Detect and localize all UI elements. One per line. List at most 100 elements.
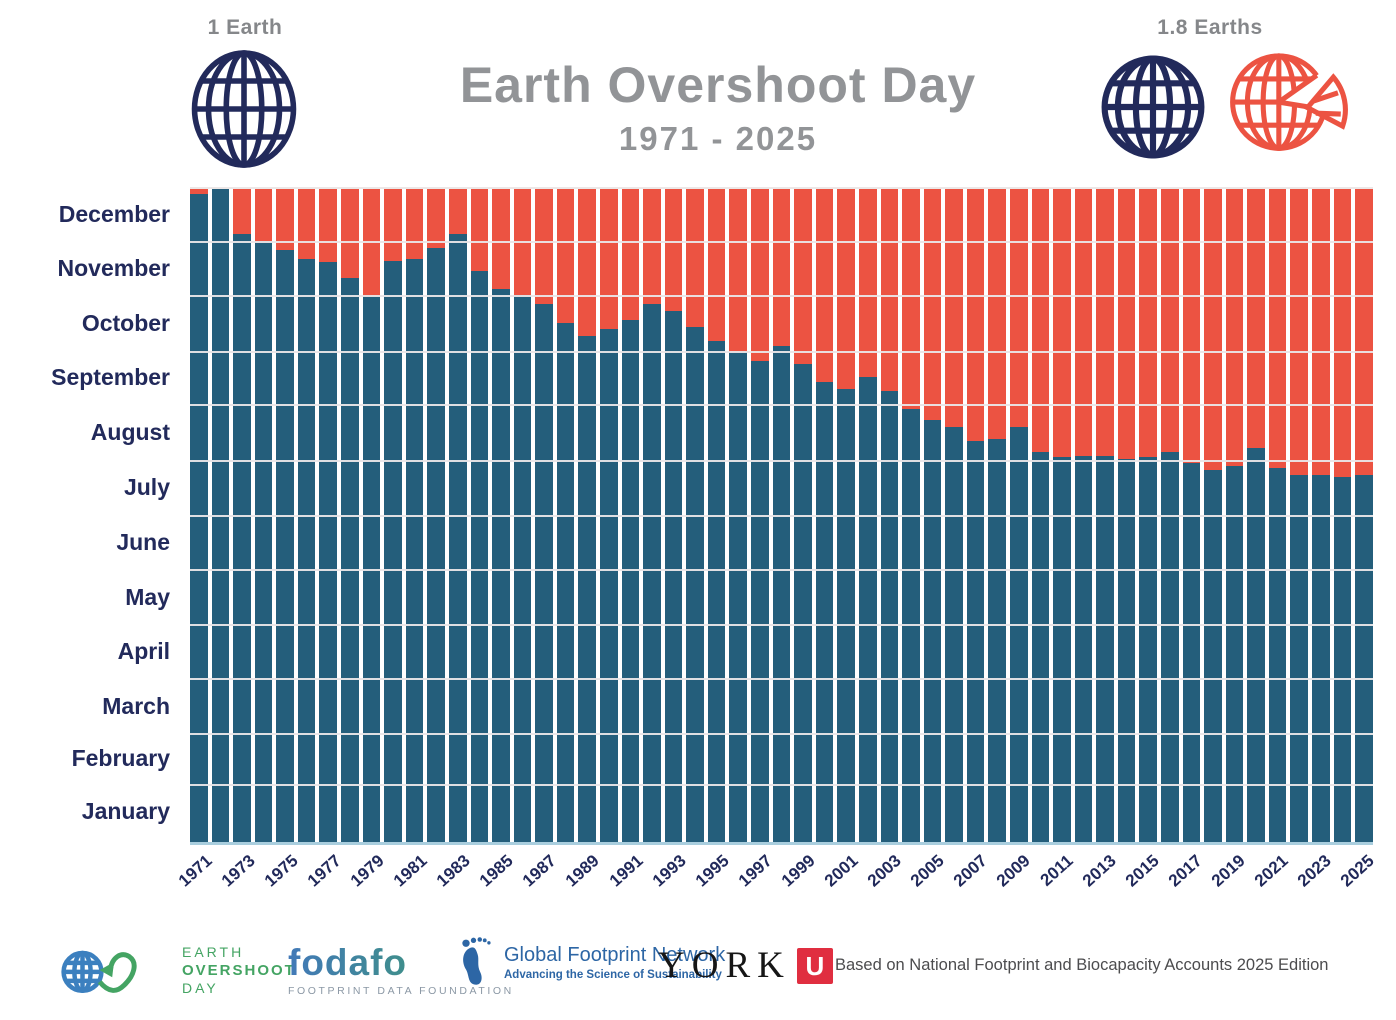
month-label-august: August <box>90 418 170 445</box>
bar-fill-2012 <box>1074 455 1093 842</box>
bar-1975 <box>276 189 294 842</box>
bar-fill-2005 <box>923 419 942 842</box>
bar-fill-1976 <box>297 258 316 842</box>
year-label-2023: 2023 <box>1293 851 1335 891</box>
year-label-2013: 2013 <box>1078 851 1120 891</box>
bar-fill-2014 <box>1117 459 1136 842</box>
global-footprint-network-logo: Global Footprint Network Advancing the S… <box>456 930 725 994</box>
year-label-1991: 1991 <box>605 851 647 891</box>
bar-fill-1997 <box>751 360 769 842</box>
year-label-1975: 1975 <box>261 851 303 891</box>
bar-2012 <box>1074 189 1093 842</box>
bar-1984 <box>470 189 489 842</box>
month-label-march: March <box>102 692 170 719</box>
bar-fill-2000 <box>815 382 834 842</box>
month-label-february: February <box>71 745 170 772</box>
year-label-2005: 2005 <box>906 851 948 891</box>
attribution-text: Based on National Footprint and Biocapac… <box>835 956 1329 974</box>
bar-fill-2004 <box>902 409 920 842</box>
bar-1972 <box>211 189 230 842</box>
year-label-2003: 2003 <box>863 851 905 891</box>
bar-fill-2018 <box>1204 469 1222 842</box>
year-label-1979: 1979 <box>347 851 389 891</box>
york-wordmark: YORK <box>658 945 791 986</box>
bar-1974 <box>254 189 273 842</box>
bar-fill-1983 <box>448 233 467 842</box>
year-label-1973: 1973 <box>218 851 260 891</box>
bar-fill-2021 <box>1268 468 1287 842</box>
year-label-1993: 1993 <box>648 851 690 891</box>
bar-1997 <box>751 189 769 842</box>
bar-1987 <box>535 189 553 842</box>
bar-1994 <box>686 189 704 842</box>
bar-1996 <box>729 189 748 842</box>
bar-fill-1987 <box>535 303 553 842</box>
bar-fill-2010 <box>1031 452 1050 842</box>
bar-1985 <box>492 189 510 842</box>
bar-fill-2022 <box>1290 475 1309 842</box>
bar-fill-2011 <box>1053 457 1071 842</box>
bar-fill-1998 <box>772 346 791 842</box>
bar-1998 <box>772 189 791 842</box>
month-label-april: April <box>117 638 170 665</box>
bar-2000 <box>815 189 834 842</box>
bar-fill-1975 <box>276 249 294 842</box>
bar-fill-1972 <box>211 189 230 842</box>
bar-2013 <box>1096 189 1114 842</box>
x-axis-year-labels: 1971 1973 1975 1977 1979 1981 1983 1985 1987 1989… <box>175 845 1377 915</box>
year-label-1981: 1981 <box>390 851 432 891</box>
bar-2018 <box>1204 189 1222 842</box>
bar-2021 <box>1268 189 1287 842</box>
bar-fill-1980 <box>384 260 402 842</box>
eod-globe-infinity-icon <box>61 950 137 994</box>
year-label-1985: 1985 <box>476 851 518 891</box>
bar-fill-1982 <box>427 248 445 842</box>
bar-fill-2019 <box>1225 466 1244 842</box>
year-label-2017: 2017 <box>1164 851 1206 891</box>
bar-fill-2023 <box>1312 475 1330 842</box>
bar-1979 <box>362 189 381 842</box>
bar-1980 <box>384 189 402 842</box>
month-label-january: January <box>81 798 170 825</box>
bar-2002 <box>858 189 877 842</box>
month-label-july: July <box>123 474 170 501</box>
page-title: Earth Overshoot Day <box>459 57 977 113</box>
month-label-october: October <box>81 309 170 336</box>
bar-2023 <box>1312 189 1330 842</box>
bar-fill-1993 <box>664 310 683 842</box>
bar-2022 <box>1290 189 1309 842</box>
footprint-icon <box>462 937 491 985</box>
month-label-september: September <box>51 364 170 391</box>
year-label-2019: 2019 <box>1207 851 1249 891</box>
bar-1986 <box>513 189 532 842</box>
bar-fill-2013 <box>1096 455 1114 842</box>
bar-fill-1979 <box>362 296 381 842</box>
year-label-2015: 2015 <box>1121 851 1163 891</box>
bar-fill-2015 <box>1139 457 1158 842</box>
bar-2011 <box>1053 189 1071 842</box>
bar-2009 <box>1009 189 1028 842</box>
bar-1981 <box>405 189 424 842</box>
bar-fill-1985 <box>492 289 510 842</box>
bar-1993 <box>664 189 683 842</box>
year-label-2021: 2021 <box>1250 851 1292 891</box>
bar-1988 <box>556 189 575 842</box>
eod-logo-text-earth: EARTH <box>182 944 245 961</box>
bar-fill-1988 <box>556 323 575 842</box>
bar-2020 <box>1247 189 1265 842</box>
bar-fill-1996 <box>729 351 748 842</box>
month-label-may: May <box>125 583 170 610</box>
bar-1990 <box>599 189 618 842</box>
bar-2025 <box>1355 189 1373 842</box>
bar-2001 <box>837 189 855 842</box>
bar-1976 <box>297 189 316 842</box>
bar-2003 <box>880 189 899 842</box>
bar-2017 <box>1182 189 1201 842</box>
fodafo-wordmark: fodafo <box>288 944 514 981</box>
month-label-november: November <box>57 255 170 282</box>
bar-fill-1971 <box>190 194 208 842</box>
gfn-tagline: Advancing the Science of Sustainability <box>504 968 722 981</box>
one-earth-label: 1 Earth <box>207 16 283 39</box>
bar-1999 <box>794 189 812 842</box>
